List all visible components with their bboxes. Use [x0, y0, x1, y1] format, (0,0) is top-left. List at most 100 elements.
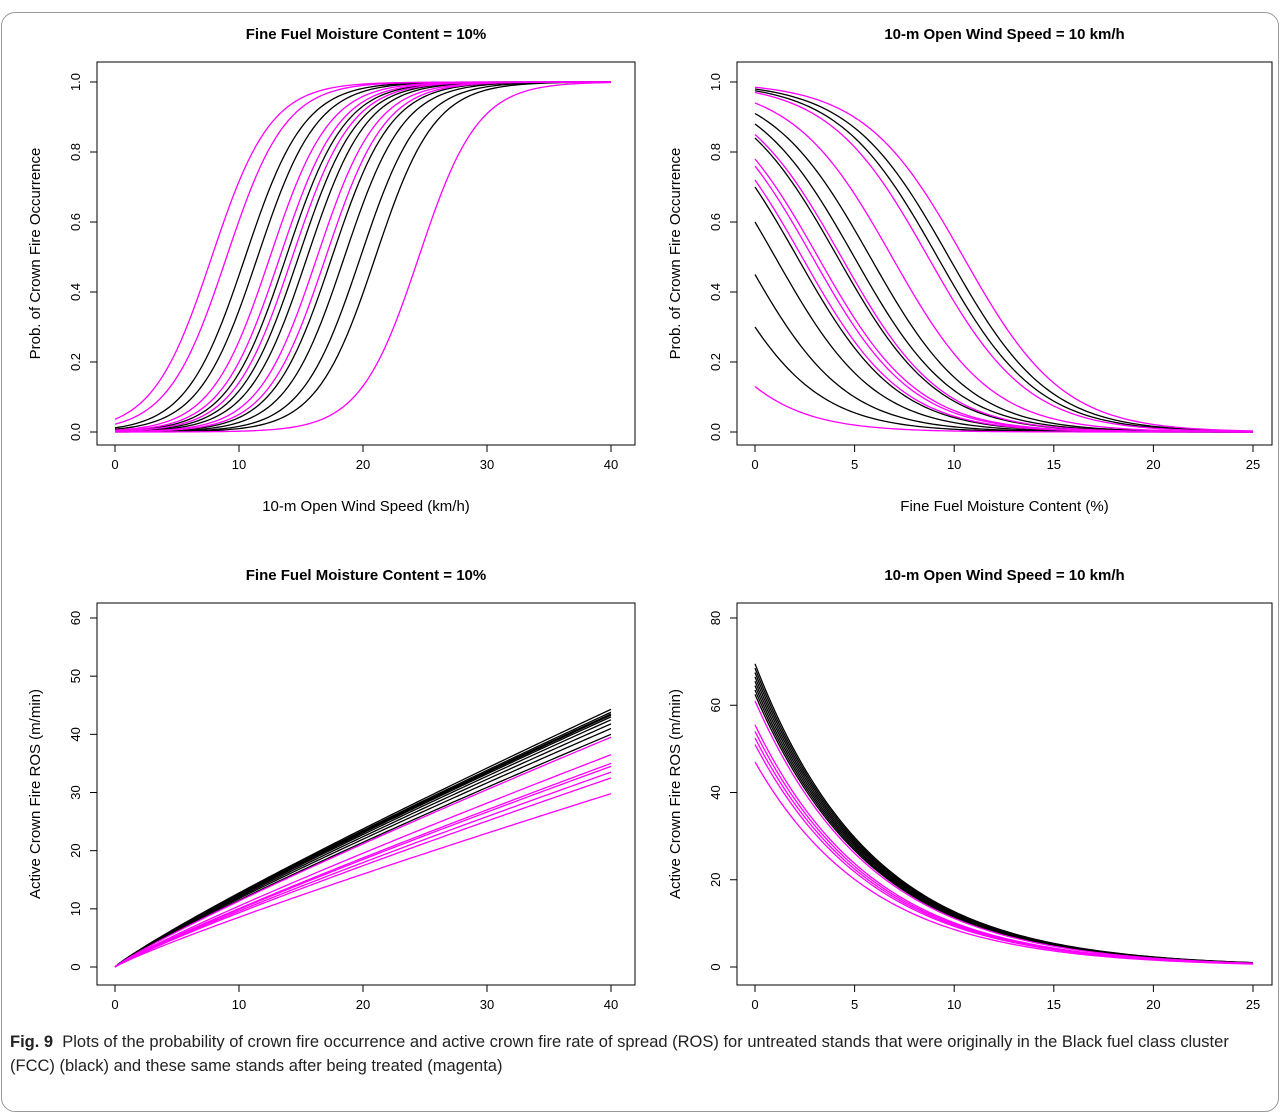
- series-line-black-4: [114, 81, 611, 432]
- series-line-magenta-13: [114, 765, 612, 968]
- y-tick-label: 0.8: [708, 143, 723, 161]
- y-axis-label: Active Crown Fire ROS (m/min): [667, 689, 684, 899]
- series-line-black-2: [114, 81, 611, 430]
- series-line-magenta-14: [754, 158, 1253, 433]
- y-axis-label: Prob. of Crown Fire Occurrence: [27, 148, 44, 360]
- x-tick-label: 0: [751, 457, 758, 472]
- plot-box: [96, 61, 636, 446]
- series-line-magenta-12: [114, 81, 611, 431]
- series-line-magenta-11: [114, 754, 612, 968]
- x-tick-label: 20: [1146, 997, 1160, 1012]
- x-tick-label: 30: [480, 457, 494, 472]
- series-line-magenta-15: [754, 165, 1253, 433]
- series-line-magenta-11: [114, 81, 611, 425]
- y-tick-label: 1.0: [68, 73, 83, 91]
- y-tick-label: 20: [708, 873, 723, 887]
- chart-panel-2: 10-m Open Wind Speed = 10 km/h 0 5 10 15 20 25…: [667, 26, 1273, 515]
- x-tick-label: 20: [1146, 457, 1160, 472]
- series-line-magenta-13: [114, 81, 612, 432]
- x-tick-label: 25: [1246, 457, 1260, 472]
- y-tick-label: 20: [68, 843, 83, 857]
- series-line-magenta-16: [114, 81, 612, 433]
- y-tick-label: 0.6: [708, 213, 723, 231]
- series-line-black-6: [114, 719, 612, 968]
- x-tick-label: 0: [111, 457, 118, 472]
- y-tick-label: 0: [68, 963, 83, 970]
- series-line-magenta-17: [754, 385, 1253, 433]
- x-tick-label: 5: [851, 457, 858, 472]
- x-tick-label: 30: [480, 997, 494, 1012]
- series-line-magenta-17: [115, 81, 612, 433]
- figure-panels: Fine Fuel Moisture Content = 10% 0 10 20 30 4…: [27, 26, 1273, 1012]
- series-line-magenta-10: [754, 724, 1254, 965]
- plot-box: [736, 61, 1273, 446]
- series-line-magenta-15: [114, 777, 612, 968]
- series-line-black-7: [114, 81, 612, 433]
- series-line-magenta-14: [114, 81, 611, 432]
- series-line-black-3: [754, 112, 1254, 433]
- series-line-black-6: [754, 186, 1253, 433]
- y-tick-label: 50: [68, 669, 83, 683]
- series-line-black-5: [754, 137, 1254, 433]
- caption-figure-label: Fig. 9: [10, 1033, 54, 1051]
- caption-text: Plots of the probability of crown fire o…: [10, 1033, 1229, 1075]
- series-line-magenta-11: [754, 91, 1254, 433]
- x-tick-label: 10: [232, 457, 246, 472]
- x-tick-label: 15: [1047, 997, 1061, 1012]
- series-line-black-8: [754, 274, 1253, 433]
- chart-title: Fine Fuel Moisture Content = 10%: [246, 26, 486, 43]
- x-axis-label: Fine Fuel Moisture Content (%): [900, 498, 1108, 515]
- x-tick-label: 10: [947, 457, 961, 472]
- x-tick-label: 15: [1047, 457, 1061, 472]
- figure-caption: Fig. 9 Plots of the probability of crown…: [10, 1030, 1265, 1078]
- x-tick-label: 10: [947, 997, 961, 1012]
- series-line-magenta-13: [754, 134, 1254, 433]
- series-line-black-3: [114, 81, 611, 432]
- series-line-black-5: [114, 81, 611, 433]
- y-tick-label: 0.2: [68, 353, 83, 371]
- series-line-magenta-10: [114, 736, 612, 968]
- x-tick-label: 0: [111, 997, 118, 1012]
- series-line-magenta-11: [754, 731, 1254, 965]
- x-tick-label: 20: [356, 997, 370, 1012]
- x-tick-label: 10: [232, 997, 246, 1012]
- y-tick-label: 0.0: [68, 423, 83, 441]
- series-line-black-1: [754, 88, 1254, 432]
- series-line-black-8: [114, 727, 612, 968]
- x-tick-label: 40: [604, 997, 618, 1012]
- series-line-magenta-16: [114, 793, 612, 968]
- series-line-black-7: [114, 723, 612, 968]
- y-tick-label: 0.2: [708, 353, 723, 371]
- y-tick-label: 40: [68, 727, 83, 741]
- y-tick-label: 60: [708, 698, 723, 712]
- chart-panel-1: Fine Fuel Moisture Content = 10% 0 10 20 30 4…: [27, 26, 636, 515]
- x-tick-label: 5: [851, 997, 858, 1012]
- y-tick-label: 0: [708, 963, 723, 970]
- y-tick-label: 80: [708, 611, 723, 625]
- y-axis-label: Prob. of Crown Fire Occurrence: [667, 148, 684, 360]
- figure-frame: [1, 12, 1279, 1112]
- chart-title: 10-m Open Wind Speed = 10 km/h: [884, 26, 1124, 43]
- x-axis-label: 10-m Open Wind Speed (km/h): [262, 498, 470, 515]
- chart-title: Fine Fuel Moisture Content = 10%: [246, 567, 486, 584]
- series-line-black-1: [114, 81, 611, 429]
- chart-title: 10-m Open Wind Speed = 10 km/h: [884, 567, 1124, 584]
- series-line-black-8: [754, 694, 1254, 964]
- series-line-magenta-12: [754, 737, 1254, 965]
- series-line-magenta-16: [754, 179, 1253, 433]
- y-tick-label: 0.0: [708, 423, 723, 441]
- x-tick-label: 20: [356, 457, 370, 472]
- series-line-black-7: [754, 221, 1254, 433]
- series-line-black-6: [114, 81, 611, 433]
- y-tick-label: 40: [708, 785, 723, 799]
- y-tick-label: 0.4: [68, 283, 83, 301]
- series-line-magenta-14: [114, 771, 612, 968]
- series-line-black-8: [114, 81, 612, 433]
- series-line-black-9: [114, 81, 612, 433]
- series-line-magenta-9: [754, 700, 1254, 964]
- series-line-magenta-10: [754, 86, 1254, 432]
- y-tick-label: 0.4: [708, 283, 723, 301]
- y-tick-label: 0.6: [68, 213, 83, 231]
- chart-panel-3: Fine Fuel Moisture Content = 10% 0 10 20 30 4…: [27, 567, 636, 1012]
- series-line-black-6: [754, 685, 1254, 964]
